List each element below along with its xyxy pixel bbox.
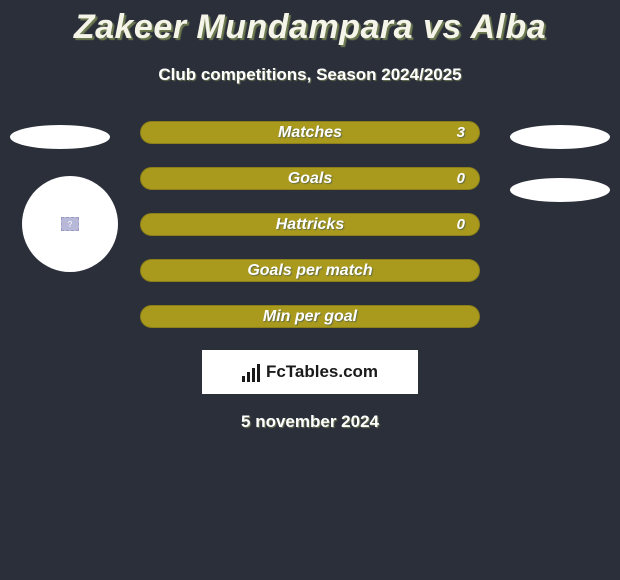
stat-bar-min-per-goal: Min per goal [140,305,480,328]
stat-label: Matches [278,124,342,142]
image-placeholder-icon: ? [61,217,79,231]
watermark: FcTables.com [202,350,418,394]
stat-value: 3 [457,124,465,141]
stat-bar-hattricks: Hattricks 0 [140,213,480,236]
stat-bar-matches: Matches 3 [140,121,480,144]
team-badge-placeholder: ? [22,176,118,272]
stat-value: 0 [457,216,465,233]
footer-date: 5 november 2024 [0,412,620,432]
watermark-text: FcTables.com [266,362,378,382]
bar-chart-icon [242,362,260,382]
stat-label: Goals per match [247,262,372,280]
avatar-placeholder-right-1 [510,125,610,149]
page-title: Zakeer Mundampara vs Alba [0,0,620,47]
stat-label: Min per goal [263,308,357,326]
stat-bar-goals-per-match: Goals per match [140,259,480,282]
avatar-placeholder-left [10,125,110,149]
stat-bar-goals: Goals 0 [140,167,480,190]
stat-value: 0 [457,170,465,187]
subtitle: Club competitions, Season 2024/2025 [0,65,620,85]
avatar-placeholder-right-2 [510,178,610,202]
stat-label: Goals [288,170,332,188]
stat-label: Hattricks [276,216,344,234]
